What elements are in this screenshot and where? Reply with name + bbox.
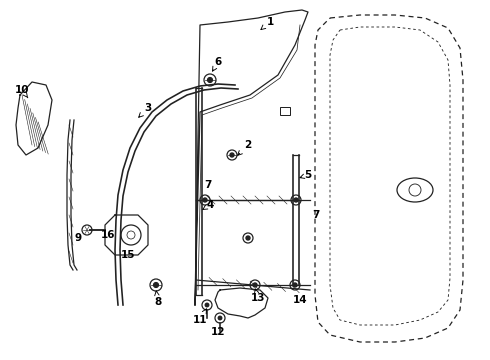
- Text: 7: 7: [312, 210, 319, 220]
- Text: 16: 16: [101, 230, 115, 240]
- Text: 2: 2: [238, 140, 252, 155]
- Text: 3: 3: [139, 103, 151, 117]
- Text: 13: 13: [251, 289, 265, 303]
- Circle shape: [253, 283, 257, 287]
- Circle shape: [293, 283, 297, 287]
- Text: 10: 10: [15, 85, 29, 98]
- Circle shape: [218, 316, 222, 320]
- Text: 5: 5: [300, 170, 312, 180]
- Circle shape: [246, 236, 250, 240]
- Text: 14: 14: [293, 295, 307, 305]
- Circle shape: [230, 153, 234, 157]
- Text: 4: 4: [203, 200, 214, 210]
- Circle shape: [203, 198, 207, 202]
- Text: 7: 7: [204, 180, 212, 190]
- Text: 1: 1: [261, 17, 273, 30]
- Circle shape: [208, 78, 212, 82]
- Text: 8: 8: [154, 291, 162, 307]
- Text: 12: 12: [211, 327, 225, 337]
- Text: 11: 11: [193, 309, 207, 325]
- Text: 9: 9: [74, 233, 81, 243]
- Text: 6: 6: [213, 57, 221, 71]
- Circle shape: [205, 303, 209, 307]
- Text: 15: 15: [121, 250, 135, 260]
- Circle shape: [153, 283, 158, 287]
- Circle shape: [294, 198, 298, 202]
